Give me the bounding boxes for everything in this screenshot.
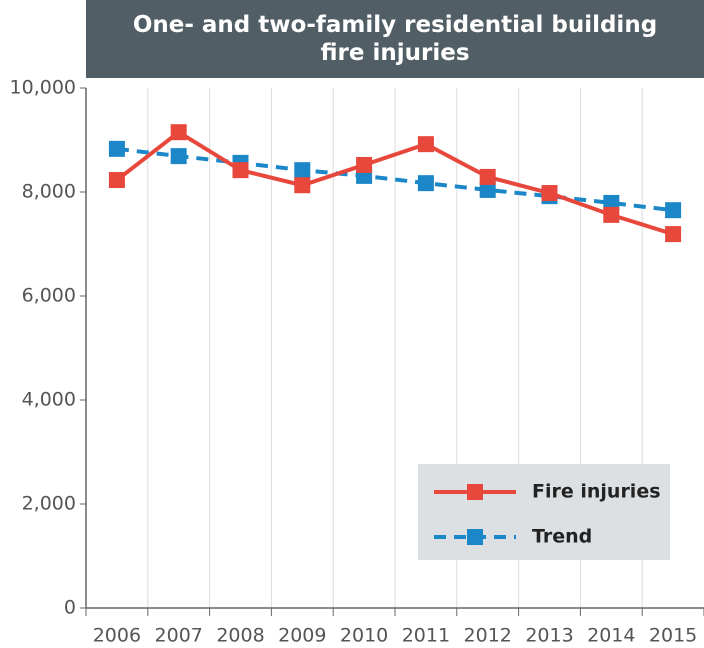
legend-label: Trend (532, 526, 592, 548)
y-tick-label: 0 (64, 597, 76, 619)
x-tick-label: 2008 (216, 625, 264, 647)
chart-title: One- and two-family residential building… (132, 12, 658, 66)
y-tick-label: 6,000 (22, 285, 76, 307)
point (170, 124, 187, 141)
x-tick-label: 2013 (525, 625, 573, 647)
point (603, 206, 620, 223)
point (294, 162, 311, 179)
point (108, 172, 125, 189)
point (356, 156, 373, 173)
point (417, 175, 434, 192)
point (170, 148, 187, 165)
x-tick-label: 2006 (93, 625, 141, 647)
x-tick-label: 2015 (649, 625, 697, 647)
point (417, 136, 434, 153)
x-tick-label: 2007 (155, 625, 203, 647)
title-box: One- and two-family residential building… (86, 0, 704, 78)
legend-box (418, 464, 670, 560)
point (108, 140, 125, 157)
y-tick-label: 8,000 (22, 181, 76, 203)
y-tick-label: 10,000 (10, 77, 76, 99)
point (665, 202, 682, 219)
series-line (115, 129, 674, 237)
x-tick-label: 2012 (464, 625, 512, 647)
x-tick-label: 2009 (278, 625, 326, 647)
point (294, 177, 311, 194)
x-tick-label: 2010 (340, 625, 388, 647)
legend-marker (467, 529, 483, 545)
legend-label: Fire injuries (532, 481, 661, 503)
series-line (116, 146, 674, 213)
point (665, 226, 682, 243)
y-tick-label: 2,000 (22, 493, 76, 515)
x-tick-label: 2011 (402, 625, 450, 647)
point (479, 168, 496, 185)
legend-marker (467, 484, 483, 500)
y-tick-label: 4,000 (22, 389, 76, 411)
x-tick-label: 2014 (587, 625, 635, 647)
point (479, 181, 496, 198)
point (232, 162, 249, 179)
point (541, 185, 558, 202)
